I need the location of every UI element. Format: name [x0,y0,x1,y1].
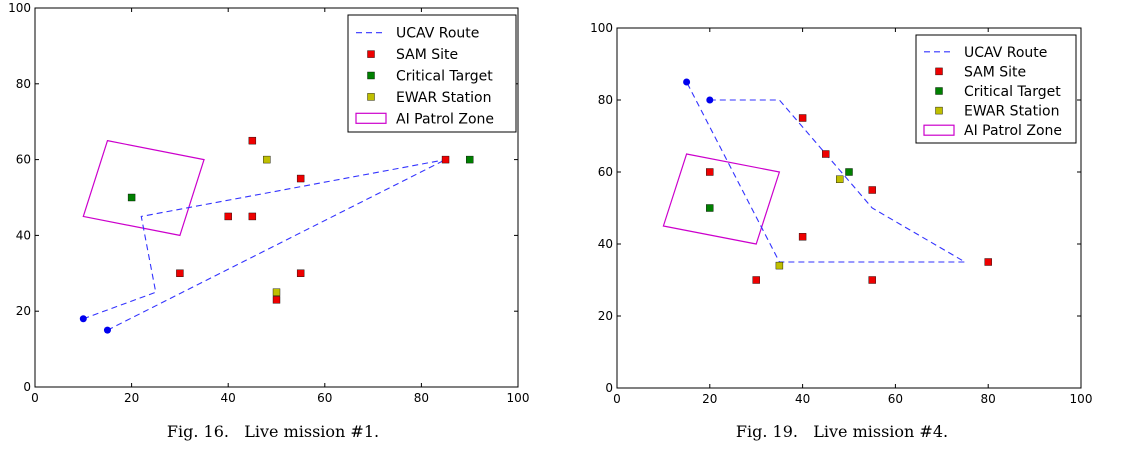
x-tick-label: 0 [613,392,621,406]
sam-site-point [798,114,807,122]
route-start-point [79,315,87,323]
y-tick-label: 0 [23,380,31,394]
legend-target-symbol [367,71,375,80]
y-tick-label: 0 [605,381,613,395]
legend-sam-symbol [367,50,375,58]
legend-route-label: UCAV Route [396,26,479,42]
sam-site-point [224,212,232,221]
x-tick-label: 60 [888,392,903,406]
x-tick-label: 0 [31,391,39,405]
legend: UCAV Route SAM Site Critical Target EWAR… [915,34,1077,144]
legend-ewar-symbol [935,106,943,115]
route-start-point [683,78,691,86]
ewar-station-point [836,175,844,183]
legend-ewar-label: EWAR Station [964,104,1059,120]
patrol-zone [662,153,781,245]
sam-site-point [296,174,305,183]
sam-site-point [822,150,830,158]
legend-ewar-symbol [367,93,375,101]
figure-caption: Fig. 16. Live mission #1. [167,422,379,441]
marker-layer [683,78,992,284]
patrol-zone-layer [662,153,781,245]
marker-layer [79,136,474,334]
route-start-point [103,326,111,334]
patrol-zone-layer [82,139,205,237]
legend-sam-label: SAM Site [964,64,1026,80]
y-tick-label: 20 [598,309,613,323]
legend: UCAV Route SAM Site Critical Target EWAR… [347,14,517,133]
sam-site-point [752,276,760,284]
legend-target-label: Critical Target [396,69,493,85]
route-layer [686,81,968,263]
route-line [107,159,446,331]
sam-site-point [868,276,876,284]
legend-ewar-label: EWAR Station [396,90,491,106]
y-tick-label: 60 [16,153,31,167]
legend-patrol-label: AI Patrol Zone [396,111,494,127]
figure-caption: Fig. 19. Live mission #4. [736,422,948,441]
x-tick-label: 20 [702,392,717,406]
y-tick-label: 100 [590,21,613,35]
sam-site-point [248,136,257,145]
legend-route-label: UCAV Route [964,45,1047,61]
chart-panel-mission-4: 0 20 40 60 80 100 0 20 40 60 80 100 UCAV Route SAM … [590,21,1092,441]
y-tick-label: 80 [598,93,613,107]
sam-site-point [441,155,450,164]
y-tick-label: 40 [16,228,31,242]
sam-site-point [868,186,876,194]
ewar-station-point [272,288,281,296]
x-tick-label: 40 [795,392,810,406]
critical-target-point [127,193,136,202]
y-tick-label: 40 [598,237,613,251]
y-tick-label: 80 [16,77,31,91]
route-line [83,159,446,320]
y-tick-label: 20 [16,304,31,318]
y-tick-label: 100 [8,1,31,15]
legend-patrol-label: AI Patrol Zone [964,123,1062,139]
critical-target-point [706,204,714,212]
sam-site-point [248,212,257,221]
patrol-zone [82,139,205,237]
x-tick-label: 100 [1070,392,1093,406]
legend-sam-symbol [935,67,943,76]
legend-target-label: Critical Target [964,84,1061,100]
x-tick-label: 20 [124,391,139,405]
legend-patrol-symbol [355,112,387,124]
critical-target-point [845,168,853,176]
sam-site-point [176,269,184,277]
legend-sam-label: SAM Site [396,47,458,63]
x-tick-label: 100 [507,391,530,405]
y-tick-label: 60 [598,165,613,179]
critical-target-point [466,155,474,164]
route-line [686,81,968,263]
sam-site-point [706,168,714,176]
route-layer [83,159,446,331]
tick-layer: 0 20 40 60 80 100 0 20 40 60 80 100 [590,21,1092,406]
plot-frame [616,27,1082,389]
plot-frame [34,7,519,388]
legend-patrol-symbol [923,124,955,136]
route-start-point [706,96,714,104]
sam-site-point [984,258,992,266]
chart-panel-mission-1: 0 20 40 60 80 100 0 20 40 60 80 100 UCAV Route SAM … [8,1,529,441]
ewar-station-point [263,155,271,164]
x-tick-label: 40 [221,391,236,405]
x-tick-label: 60 [317,391,332,405]
x-tick-label: 80 [414,391,429,405]
x-tick-label: 80 [981,392,996,406]
legend-box [347,14,517,133]
ewar-station-point [775,261,784,270]
tick-layer: 0 20 40 60 80 100 0 20 40 60 80 100 [8,1,529,405]
sam-site-point [296,269,305,277]
sam-site-point [798,233,807,241]
legend-target-symbol [935,87,943,95]
sam-site-point [272,296,281,304]
